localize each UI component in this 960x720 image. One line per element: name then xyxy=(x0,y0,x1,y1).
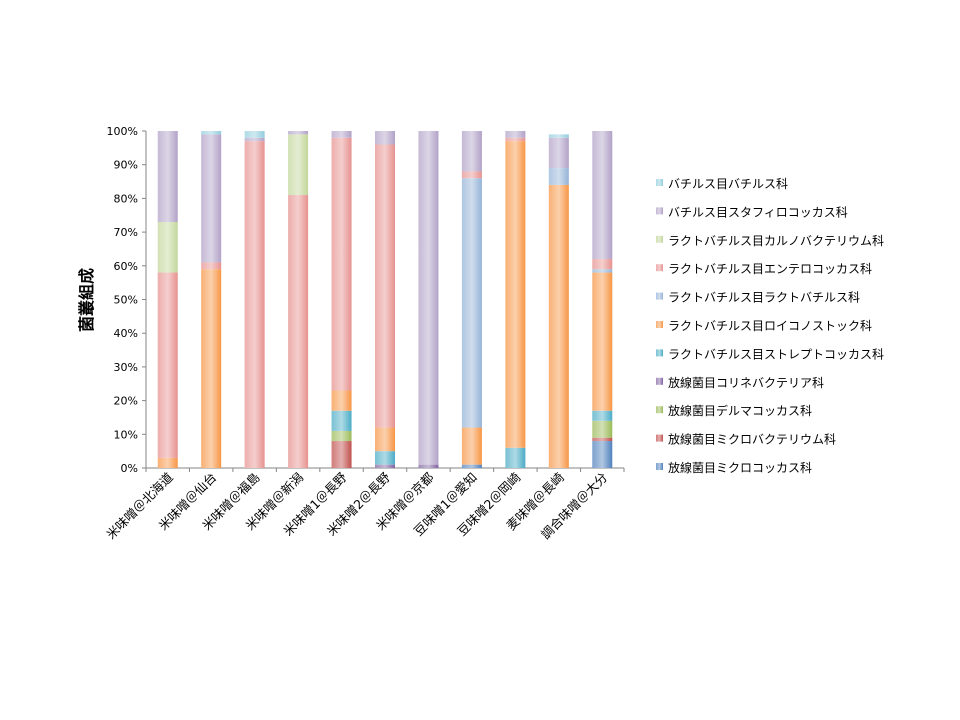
bar-segment xyxy=(548,134,569,138)
bar-segment xyxy=(418,464,439,468)
bar-segment xyxy=(461,178,482,428)
legend-label: ラクトバチルス目カルノバクテリウム科 xyxy=(668,234,884,248)
legend-swatch xyxy=(656,264,663,272)
legend-label: ラクトバチルス目ストレプトコッカス科 xyxy=(668,347,884,361)
bar-segment xyxy=(331,441,352,468)
bar-segment xyxy=(505,131,526,138)
legend-label: バチルス目バチルス科 xyxy=(668,177,788,191)
bar-segment xyxy=(331,410,352,431)
bar-segment xyxy=(548,137,569,169)
legend-label: 放線菌目コリネバクテリア科 xyxy=(668,375,824,390)
bar-segment xyxy=(461,131,482,172)
bar-segment xyxy=(548,184,569,469)
y-tick-label: 10% xyxy=(114,428,138,441)
bar-segment xyxy=(375,144,395,428)
legend-label: ラクトバチルス目エンテロコッカス科 xyxy=(668,262,872,276)
bar-segment xyxy=(592,259,613,270)
bar-segment xyxy=(592,269,613,273)
legend-swatch xyxy=(656,292,663,300)
bar-segment xyxy=(592,441,613,468)
bar-segment xyxy=(375,464,395,468)
legend-label: 放線菌目デルマコッカス科 xyxy=(668,403,812,418)
bar-segment xyxy=(375,131,395,145)
y-tick-label: 70% xyxy=(114,226,138,239)
bar-segment xyxy=(244,137,265,142)
bar-segment xyxy=(592,420,613,438)
legend-swatch xyxy=(656,207,663,215)
bar-segment xyxy=(201,134,222,263)
y-tick-label: 100% xyxy=(107,125,138,138)
bar-segment xyxy=(288,134,309,196)
bar-segment xyxy=(505,137,526,142)
y-tick-label: 50% xyxy=(114,294,138,307)
bar-segment xyxy=(244,141,265,469)
bar-segment xyxy=(201,262,222,270)
bar-segment xyxy=(418,131,439,465)
legend-swatch xyxy=(656,321,663,328)
bar-segment xyxy=(461,464,482,468)
bar-segment xyxy=(201,269,222,468)
y-tick-label: 90% xyxy=(114,159,138,172)
bar-segment xyxy=(592,437,613,442)
legend-swatch xyxy=(656,179,663,186)
bar-segment xyxy=(592,272,613,411)
legend-label: ラクトバチルス目ラクトバチルス科 xyxy=(668,291,860,305)
bar-segment xyxy=(331,137,352,391)
y-tick-label: 30% xyxy=(114,361,138,374)
legend-label: 放線菌目ミクロバクテリウム科 xyxy=(668,432,836,447)
bar-segment xyxy=(331,390,352,411)
bar-segment xyxy=(288,131,309,135)
bar-segment xyxy=(157,221,178,273)
y-tick-label: 0% xyxy=(121,462,138,475)
y-tick-label: 80% xyxy=(114,192,138,205)
bar-segment xyxy=(461,427,482,465)
bar-segment xyxy=(157,131,178,222)
legend-label: 放線菌目ミクロコッカス科 xyxy=(668,460,812,475)
bar-segment xyxy=(592,410,613,421)
y-tick-label: 20% xyxy=(114,395,138,408)
bar-segment xyxy=(375,451,395,465)
bar-segment xyxy=(157,457,178,468)
legend-swatch xyxy=(656,463,663,470)
plot-area: 0%10%20%30%40%50%60%70%80%90%100%米味噌＠北海道… xyxy=(103,125,625,542)
legend-label: バチルス目スタフィロコッカス科 xyxy=(668,205,848,219)
legend-swatch xyxy=(656,235,663,243)
legend-swatch xyxy=(656,349,663,357)
bar-segment xyxy=(592,131,613,260)
y-tick-label: 60% xyxy=(114,260,138,273)
bar-segment xyxy=(375,427,395,452)
legend-swatch xyxy=(656,434,663,442)
legend: バチルス目バチルス科バチルス目スタフィロコッカス科ラクトバチルス目カルノバクテリ… xyxy=(656,177,884,475)
bar-segment xyxy=(505,447,526,468)
bar-segment xyxy=(505,141,526,448)
bar-segment xyxy=(157,272,178,458)
bar-segment xyxy=(201,131,222,135)
bar-segment xyxy=(461,171,482,179)
bar-segment xyxy=(244,131,265,138)
bar-segment xyxy=(288,195,309,468)
legend-swatch xyxy=(656,406,663,414)
bar-segment xyxy=(548,168,569,185)
y-axis-label: 菌叢組成 xyxy=(77,268,96,332)
bar-segment xyxy=(331,131,352,138)
legend-swatch xyxy=(656,377,663,385)
legend-label: ラクトバチルス目ロイコノストック科 xyxy=(668,319,872,333)
y-tick-label: 40% xyxy=(114,327,138,340)
bar-segment xyxy=(331,430,352,442)
